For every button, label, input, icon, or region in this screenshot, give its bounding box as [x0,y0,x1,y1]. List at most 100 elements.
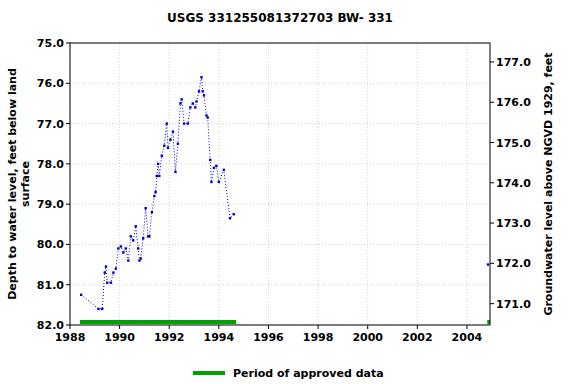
tick [490,223,494,224]
point [130,235,132,237]
point [198,90,200,92]
point [120,245,122,247]
tick-label: 1990 [104,331,135,344]
tick [66,83,70,84]
point [156,175,158,177]
point [154,191,156,193]
tick-label: 2004 [452,331,483,344]
point [229,217,231,219]
approved-period [80,320,236,324]
point [132,239,134,241]
tick [490,142,494,143]
point [179,102,181,104]
grid-line [70,83,490,84]
tick-label: 1998 [303,331,334,344]
tick [119,325,120,329]
tick-label: 171.0 [496,298,531,311]
point [187,122,189,124]
tick-label: 1988 [55,331,86,344]
point [117,247,119,249]
point [144,207,146,209]
tick [218,325,219,329]
point [183,122,185,124]
point [192,102,194,104]
tick-label: 78.0 [37,158,64,171]
legend-swatch [193,371,225,375]
series-line [81,77,234,309]
tick-label: 75.0 [37,37,64,50]
y-axis-label: Depth to water level, feet below land [6,68,19,300]
point [80,294,82,296]
tick [490,263,494,264]
grid-line [70,163,490,164]
tick [66,123,70,124]
point [189,106,191,108]
tick [490,182,494,183]
grid-line [417,43,418,325]
tick-label: 79.0 [37,198,64,211]
point [161,155,163,157]
point [180,98,182,100]
point [148,235,150,237]
point [203,94,205,96]
point [135,225,137,227]
tick [169,325,170,329]
point [166,122,168,124]
tick-label: 173.0 [496,217,531,230]
tick-label: 176.0 [496,96,531,109]
point [163,145,165,147]
point [157,163,159,165]
point [195,100,197,102]
grid-line [367,43,368,325]
grid-line [70,284,490,285]
tick-label: 82.0 [37,319,64,332]
grid-line [318,43,319,325]
tick [268,325,269,329]
point [206,116,208,118]
point [223,169,225,171]
point [202,90,204,92]
tick-label: 1994 [204,331,235,344]
point [101,308,103,310]
grid-line [466,43,467,325]
point [194,106,196,108]
point [125,247,127,249]
tick [490,61,494,62]
tick-label: 2002 [402,331,433,344]
tick-label: 174.0 [496,177,531,190]
legend-label: Period of approved data [233,367,384,380]
point [122,251,124,253]
point [140,257,142,259]
point [158,175,160,177]
tick-label: 1996 [253,331,284,344]
tick-label: 177.0 [496,56,531,69]
tick [367,325,368,329]
grid-line [169,43,170,325]
grid-line [70,204,490,205]
point [127,259,129,261]
tick-label: 80.0 [37,238,64,251]
grid-line [70,123,490,124]
tick [66,43,70,44]
point [174,171,176,173]
grid-line [70,244,490,245]
tick [490,102,494,103]
point [151,211,153,213]
tick-label: 1992 [154,331,185,344]
point [209,159,211,161]
tick [466,325,467,329]
tick [70,325,71,329]
grid-line [119,43,120,325]
tick-label: 76.0 [37,77,64,90]
grid-line [268,43,269,325]
point [213,167,215,169]
tick-label: 175.0 [496,137,531,150]
point [233,213,235,215]
point [487,263,489,265]
point [167,147,169,149]
plot-frame [70,43,490,325]
chart: 19881990199219941996199820002002200475.0… [0,0,576,384]
point [106,282,108,284]
tick [66,204,70,205]
tick [318,325,319,329]
